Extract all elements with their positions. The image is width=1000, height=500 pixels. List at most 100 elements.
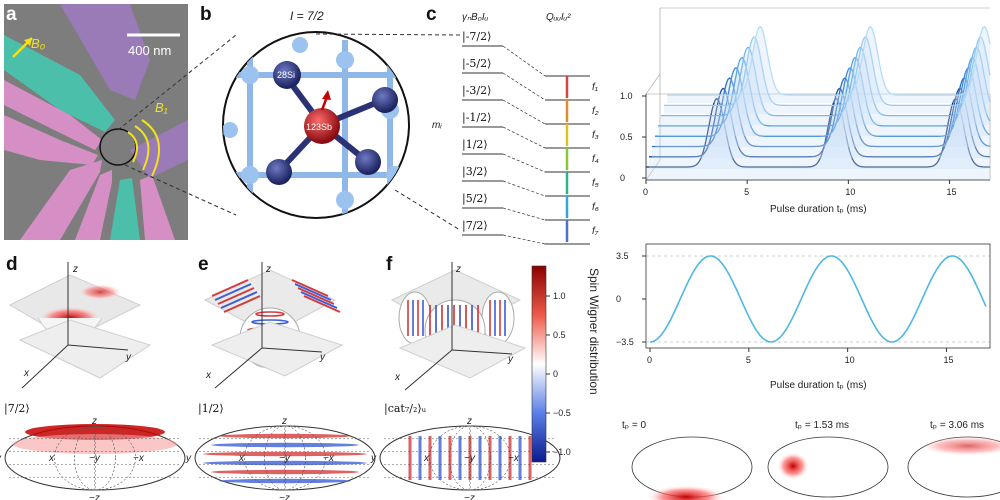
hammer-f-label-left: y <box>370 453 377 464</box>
waterfall-trace-5 <box>661 46 991 117</box>
spin-label: I = 7/2 <box>290 9 324 23</box>
pink-gate-5 <box>140 175 175 240</box>
waterfall-trace-4 <box>658 56 991 127</box>
colorbar-tick-4: −1.0 <box>553 447 571 457</box>
e-stripes <box>211 279 341 313</box>
hammer-projections: z −z y −y x −x z −z y −y x −x z −z y −y x −x <box>0 416 561 500</box>
mid-xtick-2: 10 <box>845 355 855 365</box>
e-stripe-right-2 <box>297 287 335 305</box>
top-x-label: Pulse duration tₚ (ms) <box>770 204 867 215</box>
mid-xtick-3: 15 <box>943 355 953 365</box>
f-z-label: z <box>455 264 461 275</box>
panel-e: e z x y |1/2⟩ <box>198 254 344 416</box>
snapshot-blob-2 <box>777 452 809 480</box>
waterfall-fill-7 <box>667 26 990 104</box>
ket-4: |1/2⟩ <box>462 138 488 152</box>
transition-label-1: f₁ <box>592 82 598 93</box>
colorbar-tick-0: 1.0 <box>553 291 566 301</box>
top-xtick-3: 15 <box>947 187 957 197</box>
colorbar-tick-1: 0.5 <box>553 330 566 340</box>
hammer-f-label-bottom: −z <box>464 493 475 500</box>
hammer-f-label-x_left: x <box>423 453 430 464</box>
panel-e-label: e <box>198 254 209 275</box>
hammer-e-label-left: y <box>185 453 192 464</box>
e-stripe-left-4 <box>223 295 261 313</box>
e-stripe-right-1 <box>294 283 332 301</box>
teal-antenna <box>4 35 115 132</box>
level-connector-4 <box>502 153 546 173</box>
mid-xtick-0: 0 <box>647 355 652 365</box>
ket-0: |-7/2⟩ <box>462 30 491 44</box>
f-y-label: y <box>507 354 514 365</box>
hammer-e-band-3 <box>203 460 367 466</box>
panel-b-label: b <box>200 4 212 25</box>
d-x-axis <box>21 344 69 389</box>
hammer-d-label-center: −y <box>89 453 101 464</box>
waterfall-fill-3 <box>655 67 990 147</box>
waterfall-trace-7 <box>667 25 991 96</box>
hammer-e-band-2 <box>203 451 367 457</box>
waterfall-fill-0 <box>646 98 990 180</box>
ket-5: |3/2⟩ <box>462 165 488 179</box>
level-connector-7 <box>502 234 546 245</box>
hammer-d-label-left: y <box>0 453 2 464</box>
si-atom <box>273 61 301 89</box>
hammer-e-label-bottom: −z <box>279 493 290 500</box>
snapshot-blob-3 <box>918 436 1000 456</box>
b1-label: B₁ <box>155 100 168 115</box>
e-stripe-right-0 <box>291 279 329 297</box>
level-connector-0 <box>502 45 546 77</box>
waterfall-trace-1 <box>649 87 990 158</box>
ket-7: |7/2⟩ <box>462 219 488 233</box>
f-x-label: x <box>394 372 401 383</box>
lattice-background <box>223 37 409 218</box>
transition-label-5: f₅ <box>592 178 599 189</box>
hammer-e-label-center: −y <box>279 453 291 464</box>
mid-trace-line <box>650 255 987 343</box>
f-bottom-plane <box>398 324 527 379</box>
snapshot-ellipse-2 <box>767 436 889 498</box>
snapshot-label-1: tₚ = 0 <box>622 420 646 431</box>
hammer-d: z −z y −y x −x <box>0 416 186 500</box>
zoom-line-top <box>117 34 237 131</box>
mid-xtick-1: 5 <box>746 355 751 365</box>
e-z-label: z <box>265 264 271 275</box>
si-atom-3 <box>355 149 381 175</box>
quadrupole-column-title: QᵤᵤIᵤ² <box>546 12 571 23</box>
ket-6: |5/2⟩ <box>462 192 488 206</box>
pink-gate-2 <box>4 115 98 165</box>
hammer-f: z −z y −y x −x <box>370 416 561 500</box>
waterfall-fill-6 <box>664 37 990 114</box>
colorbar-gradient <box>531 265 547 463</box>
mid-ytick-1: 0 <box>616 294 621 304</box>
mid-trace <box>650 255 987 343</box>
transition-labels: f₁ f₂ f₃ f₄ f₅ f₆ f₇ <box>565 76 599 242</box>
e-y-label: y <box>319 352 326 363</box>
f-x-axis <box>404 349 453 391</box>
si-atom-4 <box>266 159 292 185</box>
e-stripe-right-3 <box>300 291 338 309</box>
hammer-f-label-x_right: −x <box>508 453 520 464</box>
zoom-line-bottom <box>124 164 237 216</box>
top-xtick-1: 5 <box>744 187 749 197</box>
teal-gate <box>110 178 140 240</box>
link-line-bottom <box>394 189 461 231</box>
transition-label-3: f₃ <box>592 130 599 141</box>
pink-gate-4 <box>75 170 112 240</box>
d-side-blob <box>78 284 122 300</box>
panel-f-label: f <box>386 254 393 275</box>
hammer-d-label-bottom: −z <box>89 493 100 500</box>
hammer-d-label-top: z <box>91 416 97 427</box>
waterfall-trace-6 <box>664 36 991 107</box>
d-y-label: y <box>125 352 132 363</box>
mid-ytick-2: −3.5 <box>616 337 634 347</box>
purple-gate-top <box>60 4 150 100</box>
hammer-e-band-0 <box>219 433 351 439</box>
e-stripe-left-2 <box>217 287 255 305</box>
hammer-f-label-top: z <box>466 416 472 427</box>
snapshot-label-2: tₚ = 1.53 ms <box>795 420 849 431</box>
hammer-d-band <box>13 434 177 454</box>
ket-3: |-1/2⟩ <box>462 111 491 125</box>
e-stripe-right-4 <box>303 295 341 313</box>
d-y-axis <box>67 344 129 351</box>
